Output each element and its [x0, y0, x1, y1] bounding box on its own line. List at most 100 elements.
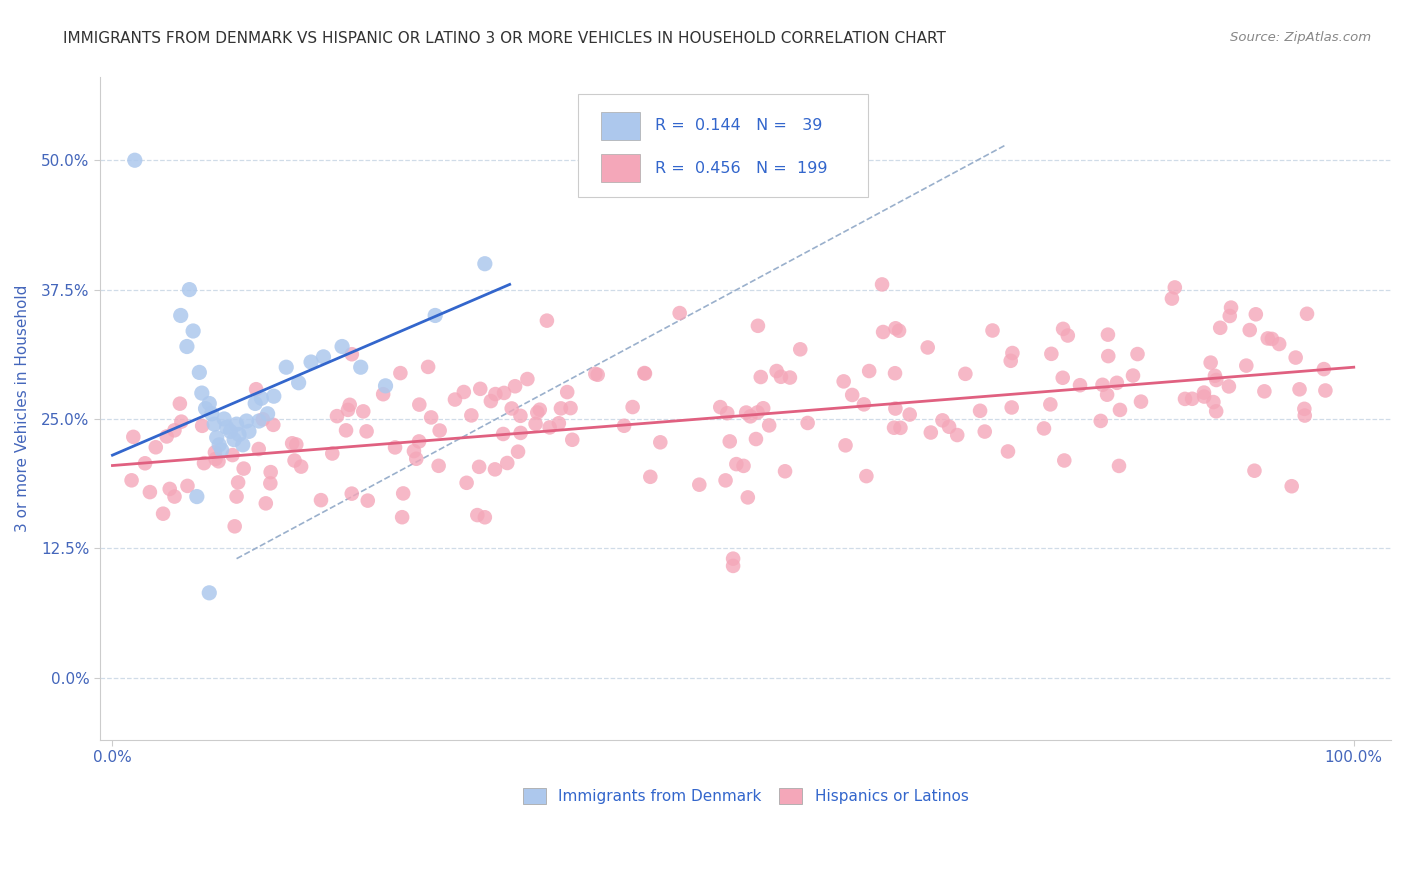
Point [285, 437, 308, 451]
Point [841, 388, 863, 402]
Point [326, 409, 349, 424]
Point [392, 486, 415, 500]
Point [779, 370, 801, 384]
Point [1285, 351, 1308, 365]
Point [259, 476, 281, 491]
Point [474, 510, 496, 524]
Point [586, 368, 609, 382]
Point [749, 370, 772, 384]
Point [254, 496, 277, 510]
Point [188, 365, 211, 379]
Point [492, 427, 515, 442]
Point [536, 313, 558, 327]
Point [281, 436, 304, 450]
Point [1097, 349, 1119, 363]
Point [714, 474, 737, 488]
Point [1253, 384, 1275, 399]
Point [176, 479, 198, 493]
Point [336, 403, 359, 417]
Point [408, 398, 430, 412]
Point [1268, 337, 1291, 351]
Point [526, 405, 548, 419]
Point [737, 491, 759, 505]
Point [134, 456, 156, 470]
Point [247, 414, 270, 428]
Point [668, 306, 690, 320]
Point [509, 425, 531, 440]
Point [898, 408, 921, 422]
Point [321, 446, 343, 460]
Point [1069, 378, 1091, 392]
Point [725, 457, 748, 471]
Point [121, 473, 143, 487]
Point [931, 413, 953, 427]
Point [340, 486, 363, 500]
Point [219, 425, 242, 439]
Point [1257, 331, 1279, 345]
Point [688, 477, 710, 491]
Point [1288, 382, 1310, 396]
Point [425, 309, 447, 323]
Point [529, 402, 551, 417]
Point [1261, 332, 1284, 346]
Point [883, 421, 905, 435]
Point [479, 394, 502, 409]
Point [484, 387, 506, 401]
Point [1220, 301, 1243, 315]
Point [1040, 347, 1063, 361]
Point [1192, 390, 1215, 404]
Point [1244, 307, 1267, 321]
Point [1052, 371, 1074, 385]
Point [1056, 328, 1078, 343]
Point [212, 412, 235, 426]
Point [222, 433, 245, 447]
Point [917, 341, 939, 355]
Point [1205, 404, 1227, 418]
Point [1126, 347, 1149, 361]
Point [124, 153, 146, 168]
Point [186, 490, 208, 504]
Point [156, 429, 179, 443]
Point [260, 465, 283, 479]
Point [201, 407, 224, 421]
Point [887, 324, 910, 338]
Point [232, 438, 254, 452]
Point [163, 490, 186, 504]
Point [191, 418, 214, 433]
Point [721, 558, 744, 573]
Point [256, 407, 278, 421]
Point [1243, 464, 1265, 478]
Point [740, 409, 762, 424]
Point [870, 277, 893, 292]
Point [1209, 320, 1232, 334]
Point [938, 419, 960, 434]
Point [621, 400, 644, 414]
Point [550, 401, 572, 416]
Point [1294, 401, 1316, 416]
FancyBboxPatch shape [600, 154, 640, 182]
Point [501, 401, 523, 416]
Point [1219, 309, 1241, 323]
Point [122, 430, 145, 444]
Point [716, 406, 738, 420]
Point [205, 431, 228, 445]
Point [245, 396, 267, 410]
Point [583, 367, 606, 381]
Point [429, 424, 451, 438]
Point [263, 389, 285, 403]
Point [391, 510, 413, 524]
Point [408, 434, 430, 449]
Point [276, 360, 298, 375]
Point [884, 401, 907, 416]
Point [211, 442, 233, 457]
Point [634, 367, 657, 381]
Point [198, 396, 221, 410]
Point [420, 410, 443, 425]
Point [453, 384, 475, 399]
Point [194, 401, 217, 416]
Point [374, 379, 396, 393]
Point [1296, 307, 1319, 321]
Point [1234, 359, 1257, 373]
Point [232, 461, 254, 475]
Point [955, 367, 977, 381]
